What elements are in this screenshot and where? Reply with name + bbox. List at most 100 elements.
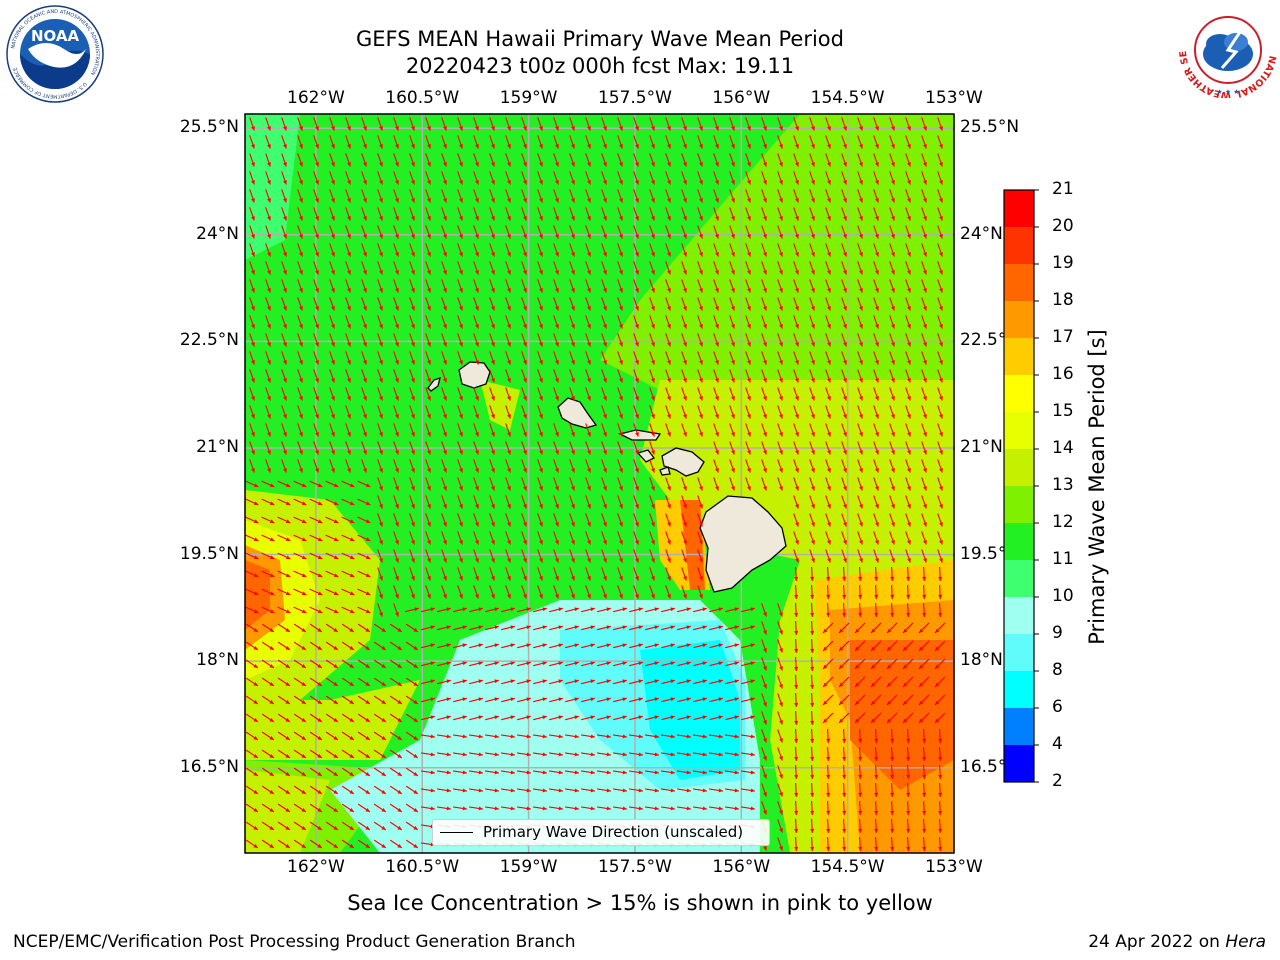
wave-direction-arrow — [489, 315, 495, 329]
wave-direction-arrow — [473, 405, 479, 419]
wave-direction-arrow — [441, 441, 447, 455]
wave-direction-arrow — [377, 315, 383, 329]
wave-direction-arrow — [761, 171, 767, 185]
wave-direction-arrow — [469, 643, 483, 649]
axis-tick-label: 18°N — [196, 650, 239, 671]
wave-direction-arrow — [329, 351, 335, 365]
wave-direction-arrow — [810, 638, 815, 654]
wave-direction-arrow — [341, 534, 355, 542]
wave-direction-arrow — [521, 297, 527, 311]
wave-direction-arrow — [633, 225, 639, 239]
wave-direction-arrow — [441, 135, 447, 149]
wave-direction-arrow — [857, 351, 863, 365]
wave-direction-arrow — [825, 207, 831, 221]
wave-direction-arrow — [841, 207, 847, 221]
wave-direction-arrow — [580, 806, 596, 811]
wave-direction-arrow — [613, 661, 627, 667]
wave-direction-arrow — [377, 243, 383, 257]
wave-direction-arrow — [826, 728, 831, 744]
wave-direction-arrow — [585, 513, 591, 527]
wave-direction-arrow — [665, 279, 671, 293]
wave-direction-arrow — [532, 734, 548, 739]
wave-direction-arrow — [569, 153, 575, 167]
wave-direction-arrow — [585, 207, 591, 221]
wave-direction-arrow — [697, 207, 703, 221]
wave-direction-arrow — [713, 459, 719, 473]
wave-direction-arrow — [569, 189, 575, 203]
wave-direction-arrow — [377, 369, 383, 383]
wave-direction-arrow — [709, 661, 723, 667]
wave-direction-arrow — [409, 585, 415, 599]
wave-direction-arrow — [329, 459, 335, 473]
wave-direction-arrow — [521, 153, 527, 167]
wave-direction-arrow — [489, 477, 495, 491]
wave-direction-arrow — [293, 552, 307, 560]
wave-direction-arrow — [761, 405, 767, 419]
wave-direction-arrow — [489, 531, 495, 545]
wave-direction-arrow — [681, 315, 687, 329]
wave-direction-arrow — [468, 734, 484, 739]
wave-direction-arrow — [693, 661, 707, 667]
wave-direction-arrow — [329, 117, 335, 131]
wave-direction-arrow — [889, 279, 895, 293]
wave-direction-arrow — [873, 279, 879, 293]
wave-direction-arrow — [329, 189, 335, 203]
wave-direction-arrow — [393, 279, 399, 293]
wave-direction-arrow — [905, 225, 911, 239]
wave-direction-arrow — [841, 459, 847, 473]
wave-direction-arrow — [777, 351, 783, 365]
wave-direction-arrow — [810, 782, 815, 798]
wave-direction-arrow — [313, 459, 319, 473]
wave-direction-arrow — [361, 351, 367, 365]
wave-direction-arrow — [345, 423, 351, 437]
wave-direction-arrow — [794, 692, 799, 708]
wave-direction-arrow — [585, 495, 591, 509]
wave-direction-arrow — [777, 387, 783, 401]
wave-direction-arrow — [393, 495, 399, 509]
wave-direction-arrow — [854, 694, 866, 706]
wave-direction-arrow — [902, 640, 914, 652]
wave-direction-arrow — [441, 333, 447, 347]
wave-direction-arrow — [697, 153, 703, 167]
wave-direction-arrow — [793, 441, 799, 455]
wave-direction-arrow — [569, 279, 575, 293]
wave-direction-arrow — [521, 171, 527, 185]
wave-direction-arrow — [405, 731, 419, 741]
wave-direction-arrow — [425, 531, 431, 545]
wave-direction-arrow — [809, 477, 815, 491]
wave-direction-arrow — [373, 767, 387, 777]
wave-direction-arrow — [617, 441, 623, 455]
wave-direction-arrow — [810, 800, 815, 816]
wave-direction-arrow — [293, 695, 307, 705]
wave-direction-arrow — [249, 459, 255, 473]
wave-direction-arrow — [473, 225, 479, 239]
wave-direction-arrow — [393, 531, 399, 545]
wave-direction-arrow — [537, 549, 543, 563]
wave-direction-arrow — [261, 767, 275, 777]
wave-direction-arrow — [425, 585, 431, 599]
wave-direction-arrow — [265, 297, 271, 311]
wave-direction-arrow — [261, 677, 275, 687]
wave-direction-arrow — [681, 567, 687, 581]
wave-direction-arrow — [633, 387, 639, 401]
wave-direction-arrow — [581, 697, 595, 703]
wave-direction-arrow — [665, 549, 671, 563]
wave-direction-arrow — [741, 715, 755, 721]
wave-direction-arrow — [937, 477, 943, 491]
wave-direction-arrow — [553, 297, 559, 311]
wave-direction-arrow — [325, 480, 339, 488]
wave-direction-arrow — [485, 643, 499, 649]
colorbar-band — [1004, 634, 1034, 671]
wave-direction-arrow — [393, 549, 399, 563]
wave-direction-arrow — [681, 369, 687, 383]
wave-direction-arrow — [569, 315, 575, 329]
wave-direction-arrow — [665, 171, 671, 185]
wave-direction-arrow — [473, 207, 479, 221]
wave-direction-arrow — [361, 279, 367, 293]
wave-direction-arrow — [261, 713, 275, 723]
wave-direction-arrow — [841, 117, 847, 131]
wave-direction-arrow — [549, 715, 563, 721]
wave-direction-arrow — [361, 423, 367, 437]
wave-direction-arrow — [261, 659, 275, 669]
wave-direction-arrow — [293, 534, 307, 542]
